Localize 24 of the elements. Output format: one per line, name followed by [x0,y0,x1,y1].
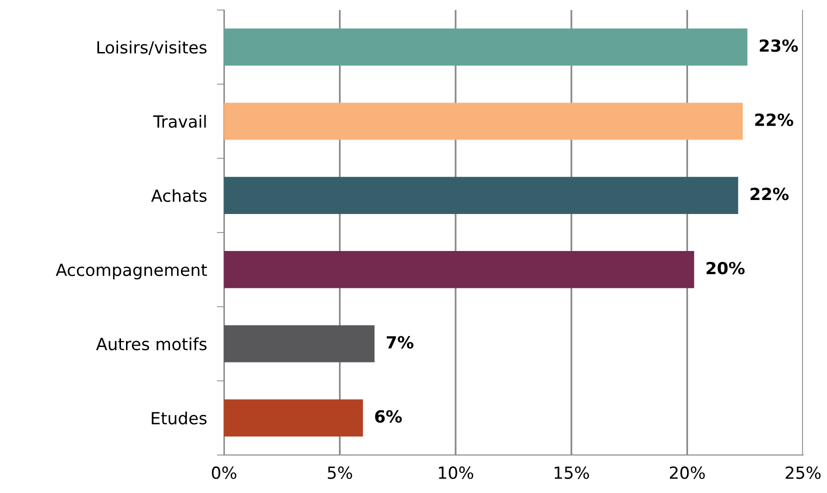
data-label: 23% [760,39,798,52]
y-tick-label: Etudes [152,412,207,424]
y-tick-label: Achats [151,189,207,202]
bar [224,251,694,288]
bar [224,176,738,214]
data-label: 6% [375,410,402,423]
x-tick-label: 10% [438,466,474,480]
bar [224,28,748,66]
y-tick-label: Loisirs/visites [97,40,207,55]
y-tick-label: Accompagnement [56,264,207,280]
x-tick-label: 15% [554,466,589,480]
x-tick-label: 20% [670,466,705,480]
x-tick-label: 0% [212,466,236,480]
data-label: 20% [706,262,745,274]
y-tick-label: Travail [153,114,206,128]
bar [224,399,363,436]
bar [224,325,375,362]
y-tick-label: Autres motifs [96,337,207,350]
x-tick-label: 5% [328,466,352,480]
data-label: 22% [755,113,794,126]
data-label: 7% [386,336,414,349]
bar [224,102,743,140]
data-label: 22% [750,188,789,200]
x-tick-label: 25% [786,466,821,480]
